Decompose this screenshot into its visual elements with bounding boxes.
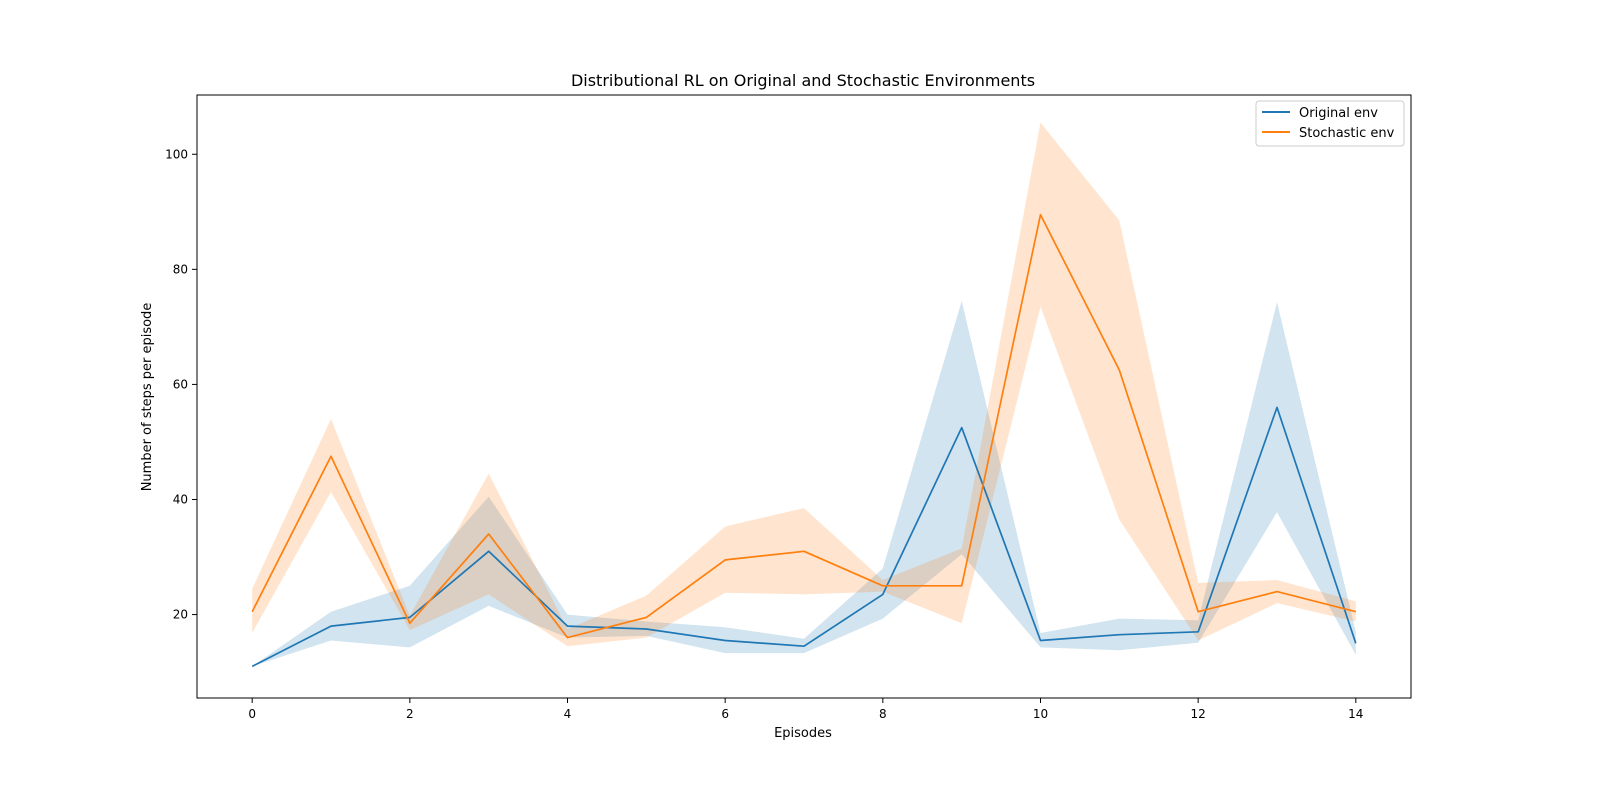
x-tick-label: 2 <box>406 707 414 721</box>
y-axis-label: Number of steps per episode <box>140 303 155 492</box>
x-tick-label: 10 <box>1033 707 1048 721</box>
confidence-bands <box>252 122 1356 667</box>
legend-label-stochastic: Stochastic env <box>1299 126 1395 141</box>
x-axis-ticks: 0 2 4 6 8 10 12 14 <box>248 698 1363 721</box>
x-tick-label: 12 <box>1191 707 1206 721</box>
band-series-1 <box>252 122 1356 647</box>
x-tick-label: 4 <box>564 707 572 721</box>
x-tick-label: 6 <box>721 707 729 721</box>
y-tick-label: 80 <box>173 262 188 276</box>
line-series-1 <box>251 213 1357 639</box>
y-tick-label: 60 <box>173 377 188 391</box>
chart-title: Distributional RL on Original and Stocha… <box>571 71 1035 90</box>
x-tick-label: 8 <box>879 707 887 721</box>
y-tick-label: 100 <box>165 147 188 161</box>
band-series-0 <box>252 301 1356 667</box>
series-lines <box>251 213 1357 668</box>
legend-label-original: Original env <box>1299 106 1378 121</box>
y-tick-label: 20 <box>173 608 188 622</box>
x-tick-label: 14 <box>1348 707 1363 721</box>
legend: Original env Stochastic env <box>1255 100 1405 147</box>
x-tick-label: 0 <box>248 707 256 721</box>
line-series-0 <box>251 406 1357 668</box>
y-axis-ticks: 20 40 60 80 100 <box>165 147 197 622</box>
legend-box <box>1255 100 1405 147</box>
y-tick-label: 40 <box>173 492 188 506</box>
plot-frame <box>196 94 1412 699</box>
x-axis-label: Episodes <box>774 726 832 741</box>
